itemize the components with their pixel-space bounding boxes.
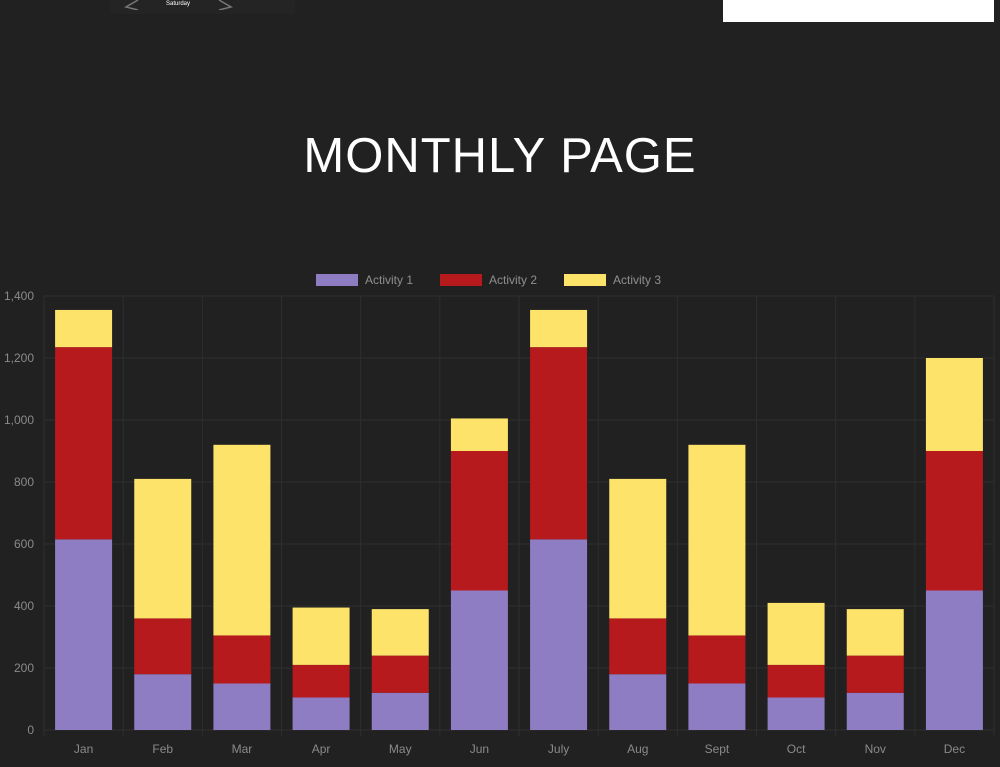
bar-sept-activity-3[interactable]: [688, 444, 746, 636]
chevron-left-icon[interactable]: [124, 0, 140, 10]
bar-jan-activity-3[interactable]: [55, 309, 113, 348]
bar-dec-activity-3[interactable]: [925, 358, 983, 451]
bar-feb-activity-1[interactable]: [134, 674, 192, 730]
x-tick-label: Mar: [232, 742, 253, 756]
bar-jan-activity-2[interactable]: [55, 347, 113, 540]
legend-label-activity-2[interactable]: Activity 2: [489, 273, 537, 287]
bar-feb-activity-3[interactable]: [134, 478, 192, 619]
bar-jun-activity-3[interactable]: [450, 418, 508, 451]
y-tick-label: 200: [14, 661, 34, 675]
page-title: MONTHLY PAGE: [303, 129, 697, 183]
y-tick-label: 600: [14, 537, 34, 551]
bar-may-activity-3[interactable]: [371, 609, 429, 656]
bar-jan-activity-1[interactable]: [55, 539, 113, 730]
bar-mar-activity-2[interactable]: [213, 635, 271, 684]
bar-july-activity-3[interactable]: [530, 309, 588, 348]
current-date: Saturday: [146, 0, 210, 8]
bar-oct-activity-3[interactable]: [767, 602, 825, 665]
chart-legend[interactable]: Activity 1 Activity 2 Activity 3: [316, 273, 661, 287]
bar-aug-activity-2[interactable]: [609, 618, 667, 675]
y-tick-label: 400: [14, 599, 34, 613]
date-navigator: Saturday: [110, 0, 295, 14]
bar-may-activity-1[interactable]: [371, 692, 429, 730]
bar-may-activity-2[interactable]: [371, 655, 429, 693]
bar-apr-activity-2[interactable]: [292, 664, 350, 698]
bar-mar-activity-1[interactable]: [213, 683, 271, 731]
bar-feb-activity-2[interactable]: [134, 618, 192, 675]
bar-apr-activity-1[interactable]: [292, 697, 350, 730]
x-tick-label: Nov: [865, 742, 886, 756]
monthly-activity-chart: 0 200 400 600 800 1,000 1,200 1,400 Jan Feb Mar Apr…: [4, 273, 995, 756]
legend-swatch-activity-3[interactable]: [564, 274, 606, 286]
bar-dec-activity-1[interactable]: [925, 590, 983, 731]
bar-july-activity-1[interactable]: [530, 539, 588, 730]
x-tick-label: Oct: [787, 742, 806, 756]
bar-sept-activity-2[interactable]: [688, 635, 746, 684]
y-tick-label: 0: [27, 723, 34, 737]
chevron-right-icon[interactable]: [217, 0, 233, 10]
x-tick-label: May: [389, 742, 412, 756]
y-tick-label: 1,400: [4, 289, 34, 303]
bar-nov-activity-3[interactable]: [846, 609, 904, 656]
legend-swatch-activity-2[interactable]: [440, 274, 482, 286]
chart-bars: [55, 309, 983, 731]
chart-grid: [43, 295, 995, 736]
bar-oct-activity-1[interactable]: [767, 697, 825, 730]
y-tick-label: 1,000: [4, 413, 34, 427]
bar-nov-activity-1[interactable]: [846, 692, 904, 730]
header-panel: [723, 0, 994, 22]
x-tick-label: Apr: [312, 742, 331, 756]
bar-jun-activity-2[interactable]: [450, 451, 508, 591]
bar-nov-activity-2[interactable]: [846, 655, 904, 693]
bar-apr-activity-3[interactable]: [292, 607, 350, 665]
x-tick-label: July: [548, 742, 569, 756]
y-tick-label: 1,200: [4, 351, 34, 365]
bar-sept-activity-1[interactable]: [688, 683, 746, 731]
bar-aug-activity-1[interactable]: [609, 674, 667, 730]
legend-label-activity-3[interactable]: Activity 3: [613, 273, 661, 287]
legend-label-activity-1[interactable]: Activity 1: [365, 273, 413, 287]
x-tick-label: Sept: [705, 742, 730, 756]
y-tick-label: 800: [14, 475, 34, 489]
bar-dec-activity-2[interactable]: [925, 451, 983, 591]
x-tick-label: Dec: [944, 742, 965, 756]
weekday-label: Saturday: [165, 1, 190, 7]
x-tick-label: Jun: [470, 742, 489, 756]
chart-ticks: 0 200 400 600 800 1,000 1,200 1,400 Jan Feb Mar Apr…: [4, 289, 965, 756]
x-tick-label: Jan: [74, 742, 93, 756]
bar-aug-activity-3[interactable]: [609, 478, 667, 619]
legend-swatch-activity-1[interactable]: [316, 274, 358, 286]
bar-mar-activity-3[interactable]: [213, 444, 271, 636]
bar-july-activity-2[interactable]: [530, 347, 588, 540]
bar-jun-activity-1[interactable]: [450, 590, 508, 731]
x-tick-label: Aug: [627, 742, 648, 756]
bar-oct-activity-2[interactable]: [767, 664, 825, 698]
x-tick-label: Feb: [152, 742, 173, 756]
